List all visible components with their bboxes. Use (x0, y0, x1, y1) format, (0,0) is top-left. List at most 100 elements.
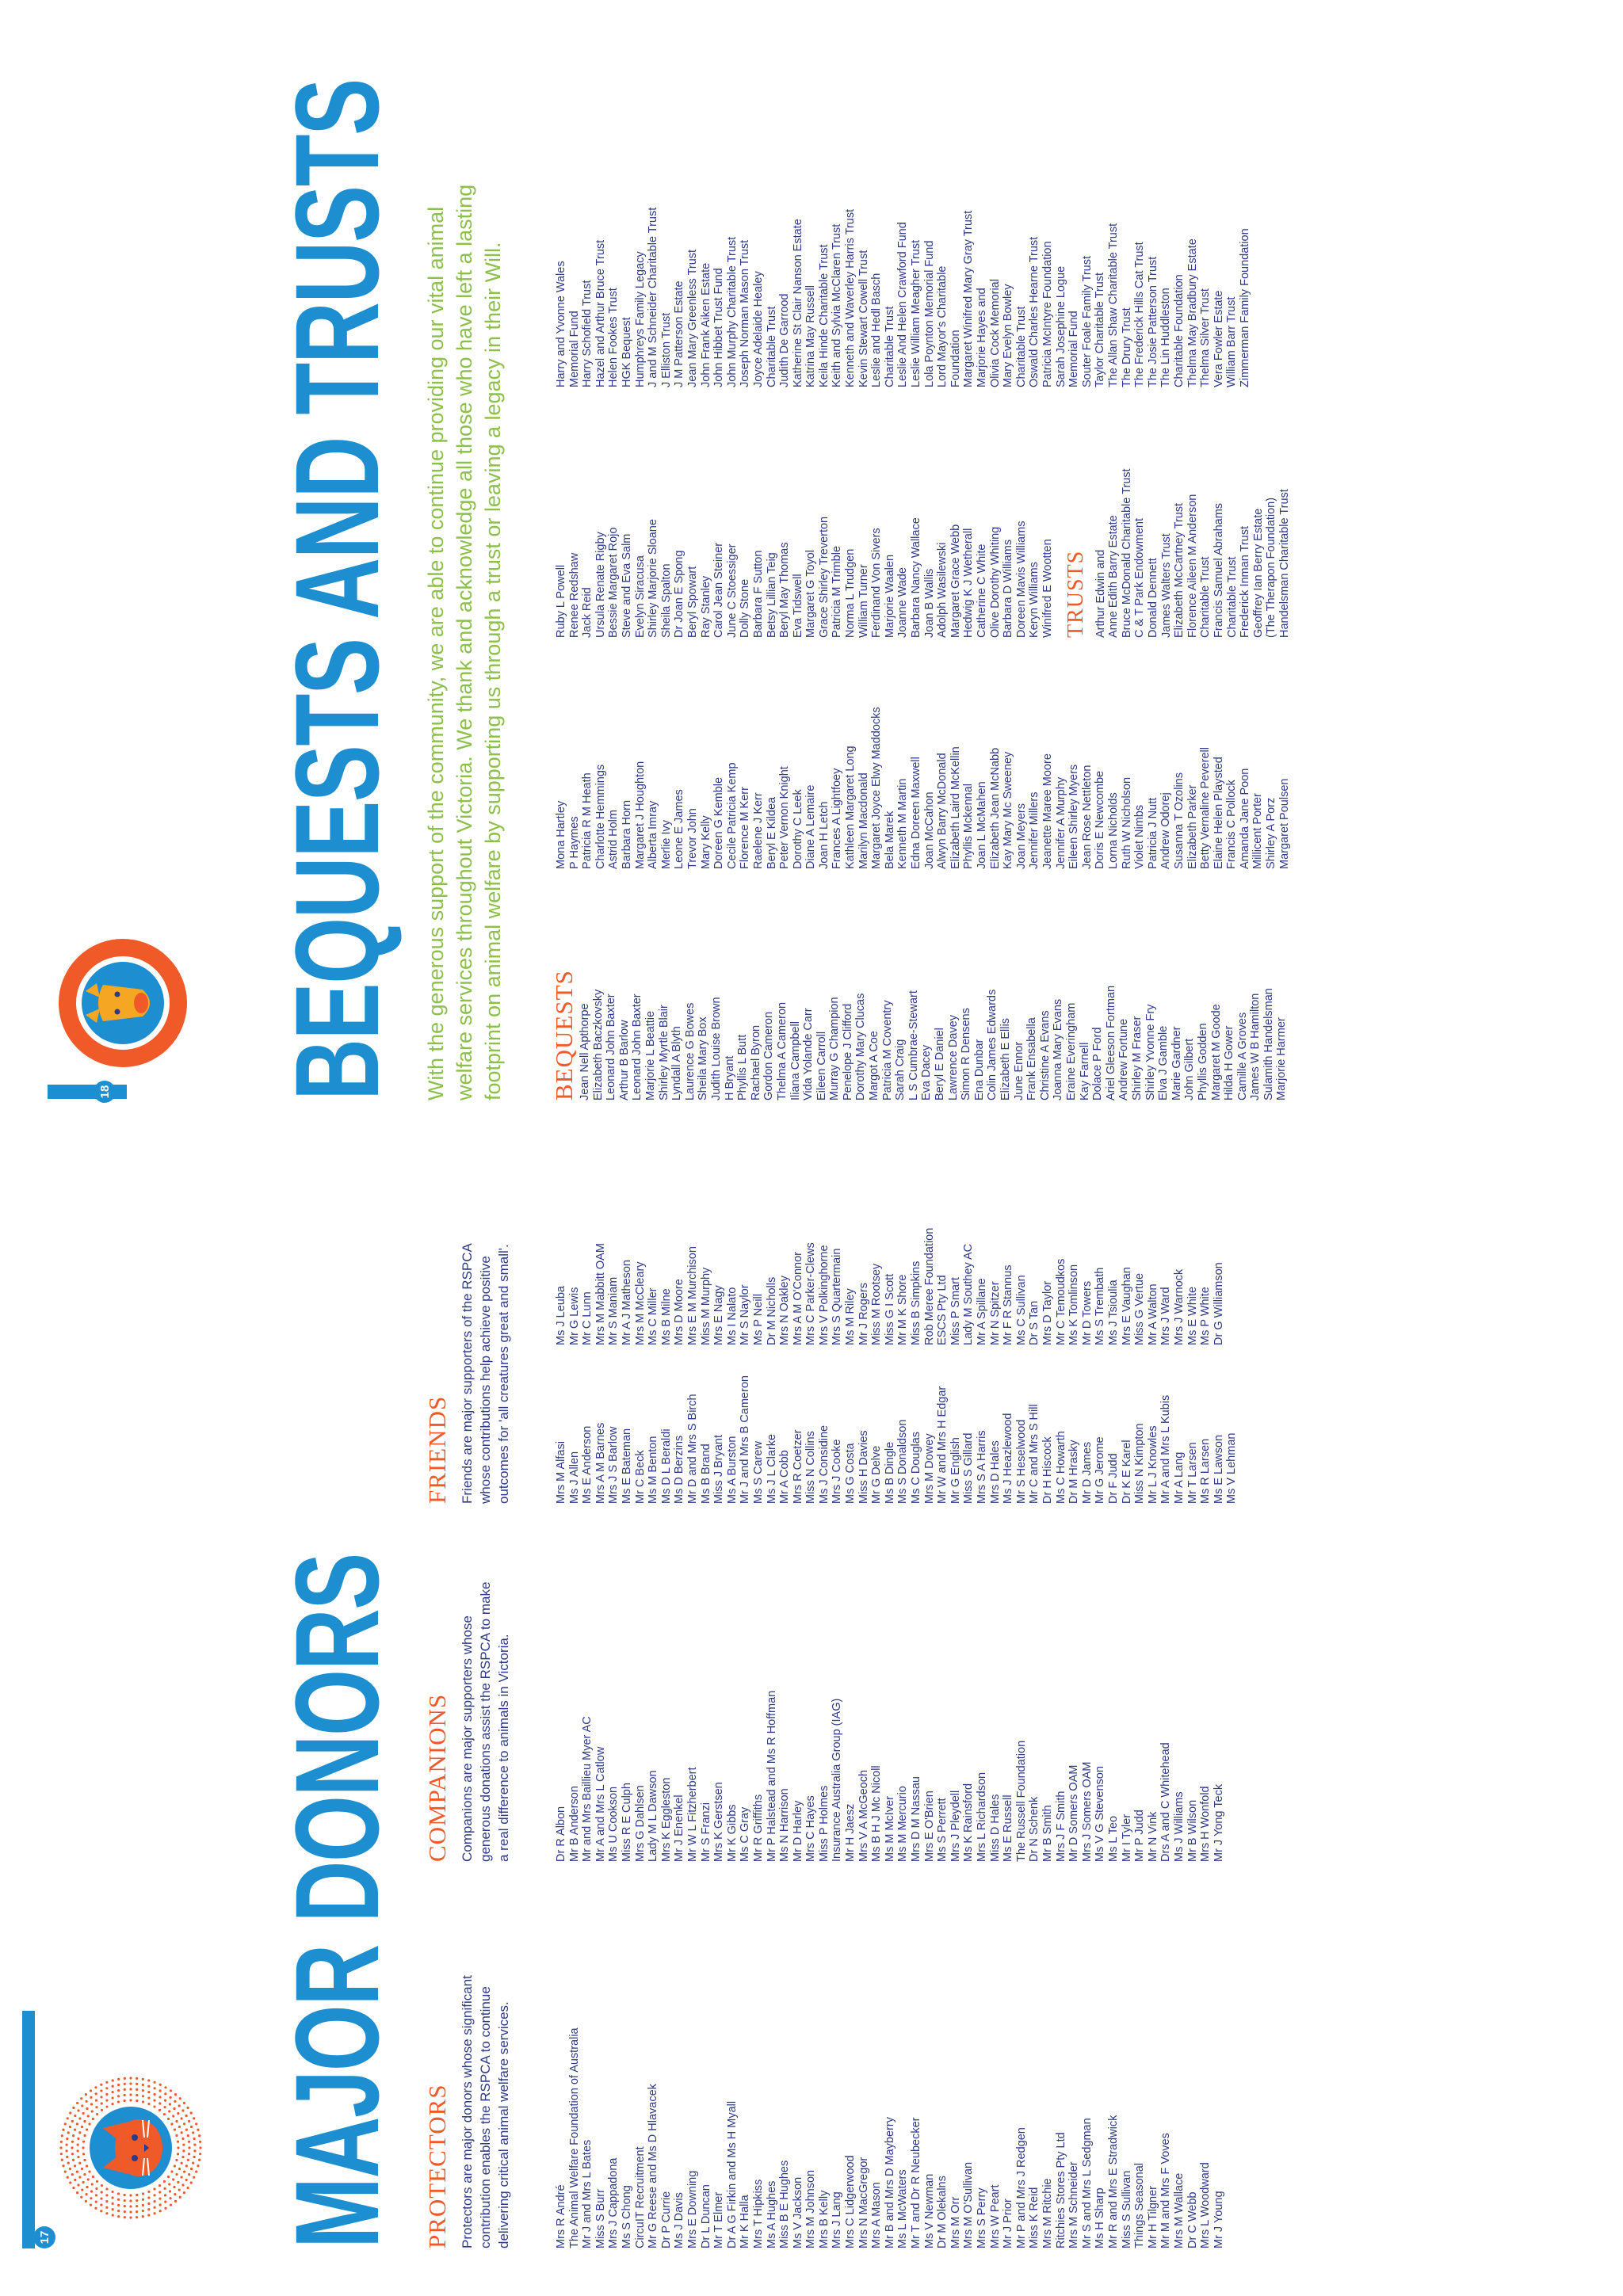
list-item: Ms V Newman (922, 2173, 936, 2248)
list-item: Mrs M Mabbitt OAM (594, 1243, 607, 1345)
list-item: Ursula Renate Rigby (594, 532, 607, 638)
list-item: Miss P Holmes (817, 1785, 831, 1862)
list-item: Kathleen Margaret Long (844, 746, 857, 869)
list-item: Christine A Evans (1038, 1010, 1052, 1100)
list-item: Ms G Costa (844, 1443, 857, 1504)
list-item: Rachael Byron (749, 1024, 762, 1100)
list-item: Miss K Reid (1028, 2187, 1041, 2248)
list-item: The Josie Patterson Trust (1146, 256, 1159, 387)
list-item: Ms B H J Mc Nicoll (870, 1765, 884, 1862)
list-item: Ms K Tomlinson (1067, 1264, 1081, 1345)
list-item: Dr L Duncan (699, 2184, 712, 2248)
list-item: Dr S Tan (1028, 1300, 1041, 1345)
list-item: Mrs J Warnock (1172, 1268, 1186, 1345)
list-item: Joan H Letch (817, 801, 831, 869)
bequests-list-column-1: Jean Nell Apthorpe Elizabeth Baczkovsky Le… (579, 986, 1289, 1100)
list-item: Frances A Lightfoey (831, 768, 844, 869)
list-item: William Barr Trust (1225, 296, 1239, 387)
list-item: Sarah Josephine Logue (1054, 265, 1067, 387)
list-item: Ms J Davis (673, 2192, 686, 2248)
list-item: Barbara D Williams (1002, 539, 1015, 638)
list-item: Ms V Jackson (791, 2176, 804, 2248)
list-item: Harry Schofield Trust (581, 280, 594, 387)
list-item: Mr D Towers (1080, 1280, 1094, 1345)
list-item: Miss J Bryant (712, 1434, 726, 1504)
list-item: Zimmerman Family Foundation (1238, 228, 1251, 387)
list-item: Margaret J Houghton (633, 761, 647, 869)
list-item: Alberta Imray (647, 800, 660, 869)
list-item: Doreen Mavis Williams (1014, 521, 1028, 638)
list-item: Dr R Albon (555, 1806, 567, 1862)
list-item: J Elliston Trust (659, 312, 673, 387)
list-item: Betty Vernaline Peverell (1199, 747, 1212, 869)
list-item: Ms D L Beraldi (659, 1428, 673, 1504)
list-item: Keila Hinde Charitable Trust (817, 244, 831, 387)
list-item: Mrs E Downing (685, 2170, 699, 2248)
list-item: Murray G Champion (828, 997, 842, 1100)
list-item: Mrs R André (555, 2184, 567, 2248)
list-item: Mrs S Perry (976, 2187, 988, 2248)
list-item: Betsy Lillian Teig (765, 552, 778, 638)
list-item: Ms R Larsen (1199, 1438, 1212, 1504)
list-item: Margot A Coe (868, 1031, 881, 1100)
list-item: Katherine St Clair Nanson Estate (791, 219, 804, 387)
list-item: Mrs H Wonfold (1199, 1786, 1212, 1862)
list-item: Joan Meyers (1014, 803, 1028, 869)
list-item: Mr J Prior (1002, 2199, 1015, 2248)
list-item: Ms B Brand (699, 1444, 712, 1504)
list-item: Jeanette Maree Moore (1041, 753, 1054, 869)
list-item: Violet Nimbs (1133, 804, 1147, 869)
list-item: Mr G Delve (870, 1445, 884, 1504)
list-item: John Hibbet Trust Fund (712, 268, 726, 387)
list-item: Ms J Allen (567, 1451, 581, 1504)
list-item: Mrs E M Murchison (685, 1246, 699, 1345)
list-item: Taylor Charitable Trust (1094, 272, 1107, 387)
list-item: Iliana Campbell (789, 1021, 802, 1100)
list-item: Mr S Maniam (607, 1276, 621, 1345)
list-item: Patricia M Coventry (880, 1000, 894, 1100)
page-18: 18 BEQUESTS AND TRUSTS With the generous… (48, 79, 1291, 1103)
list-item: Jean Nell Apthorpe (579, 1003, 591, 1100)
list-item: Mr C and Mrs S Hill (1028, 1404, 1041, 1504)
list-item: Mrs A Mason (870, 2182, 884, 2248)
list-item: Ms L McWaters (896, 2169, 910, 2248)
list-item: Anne Edith Barry Estate (1107, 515, 1121, 638)
list-item: Mr G Lewis (567, 1287, 581, 1345)
list-item: Handelsman Charitable Trust (1277, 489, 1291, 638)
list-item: Ritchies Stores Pty Ltd (1054, 2132, 1067, 2248)
list-item: Ms V Lehman (1225, 1432, 1239, 1504)
list-item: Mrs L Richardson (976, 1772, 988, 1862)
list-item: Mr K Halla (739, 2195, 752, 2248)
list-item: Memorial Fund (567, 311, 581, 387)
list-item: Leone E James (673, 789, 686, 869)
list-item: Mr D Harley (791, 1800, 804, 1862)
list-item: Mrs B Kelly (817, 2190, 831, 2248)
list-item: Dr F Judd (1106, 1453, 1120, 1504)
list-item: Mary Kelly (699, 815, 712, 869)
bequests-list-column-2: Mona Hartley P Haymes Patricia R M Heath Ch… (555, 707, 1291, 869)
list-item: Mrs D Moore (673, 1279, 686, 1345)
horse-emblem-icon (59, 939, 187, 1067)
list-item: Thelma Silver Trust (1199, 288, 1212, 387)
list-item: Dr Joan E Spong (673, 550, 686, 638)
friends-list-column-1: Mrs M Alfasi Ms J Allen Ms E Anderson Mrs A… (555, 1375, 1239, 1504)
page-17: 17 MAJOR DONORS PROTECTORS Protectors ar… (0, 1148, 1623, 2296)
list-item: Mr P and Mrs J Redgen (1014, 2127, 1028, 2248)
list-item: Shirley Myrtle Blair (657, 1005, 670, 1100)
list-item: Carol Jean Steiner (712, 542, 726, 638)
list-item: Humphreys Family Legacy (633, 251, 647, 387)
list-item: Olive Dorothy Whiting (988, 526, 1002, 638)
page-number: 18 (94, 1081, 116, 1103)
list-item: Beryl May Thomas (778, 542, 792, 638)
list-item: Miss P Smart (949, 1277, 962, 1345)
list-item: Miss S Gillard (962, 1432, 976, 1504)
list-item: Ms J Heazlewood (1002, 1413, 1015, 1504)
list-item: Mr J and Mrs L Bates (581, 2139, 594, 2248)
list-item: Jean Mary Greenless Trust (685, 249, 699, 387)
list-item: Grace Shirley Treverton (817, 516, 831, 638)
list-item: Bruce McDonald Charitable Trust (1120, 468, 1133, 638)
list-item: Mr P Judd (1133, 1810, 1147, 1862)
list-item: Ms C Gray (739, 1806, 752, 1862)
list-item: Kevin Stewart Cowell Trust (857, 250, 870, 387)
list-item: Arthur Edwin and (1094, 549, 1107, 638)
